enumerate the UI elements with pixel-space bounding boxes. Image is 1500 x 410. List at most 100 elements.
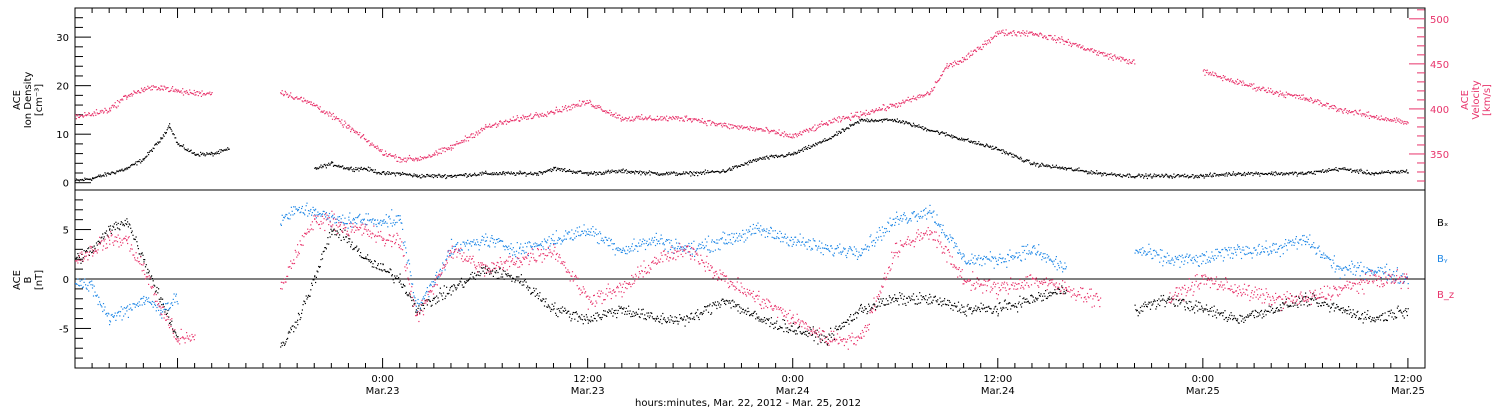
data-point — [573, 171, 575, 174]
data-point — [205, 93, 207, 96]
data-point — [1358, 317, 1360, 319]
data-point — [313, 279, 315, 281]
data-point — [431, 155, 433, 157]
data-point — [517, 117, 519, 119]
data-point — [777, 328, 779, 330]
data-point — [936, 301, 938, 303]
data-point — [996, 31, 998, 33]
data-point — [689, 317, 691, 319]
data-point — [1340, 307, 1342, 310]
data-point — [1109, 56, 1111, 58]
data-point — [1407, 172, 1409, 174]
data-point — [939, 77, 941, 80]
data-point — [200, 151, 202, 153]
data-point — [1283, 172, 1285, 174]
data-point — [368, 260, 370, 262]
data-point — [826, 139, 829, 141]
data-point — [875, 120, 877, 122]
data-point — [585, 314, 587, 316]
data-point — [1060, 292, 1062, 294]
data-point — [930, 296, 932, 298]
data-point — [858, 309, 860, 311]
data-point — [631, 170, 633, 172]
data-point — [166, 312, 168, 314]
data-point — [568, 109, 571, 111]
data-point — [340, 239, 342, 241]
data-point — [693, 316, 695, 318]
data-point — [934, 81, 936, 83]
data-point — [177, 336, 179, 338]
data-point — [1117, 174, 1119, 176]
data-point — [817, 343, 819, 345]
data-point — [1236, 320, 1238, 322]
data-point — [403, 285, 405, 287]
data-point — [662, 173, 665, 175]
data-point — [890, 103, 892, 105]
data-point — [1056, 293, 1058, 295]
data-point — [888, 107, 890, 109]
data-point — [143, 158, 145, 160]
data-point — [228, 148, 230, 150]
data-point — [864, 119, 866, 121]
data-point — [1091, 173, 1093, 175]
data-point — [905, 304, 907, 306]
data-point — [934, 295, 936, 297]
data-point — [290, 329, 292, 331]
data-point — [670, 117, 672, 119]
data-point — [1354, 169, 1356, 171]
data-point — [1020, 306, 1023, 308]
data-point — [728, 123, 730, 125]
data-point — [543, 171, 545, 173]
data-point — [1257, 315, 1259, 317]
data-point — [137, 248, 139, 250]
data-point — [1008, 152, 1010, 155]
data-point — [958, 137, 960, 140]
data-point — [419, 156, 421, 158]
data-point — [846, 117, 849, 119]
y2-tick-label: 500 — [1430, 15, 1449, 26]
data-point — [434, 296, 436, 298]
data-point — [960, 312, 962, 314]
data-point — [744, 310, 746, 312]
data-point — [683, 120, 685, 122]
data-point — [1293, 94, 1295, 96]
data-point — [1173, 303, 1175, 305]
data-point — [297, 98, 299, 100]
data-point — [298, 314, 300, 316]
data-point — [599, 317, 601, 319]
data-point — [982, 308, 984, 310]
data-point — [287, 93, 289, 95]
data-point — [542, 115, 544, 117]
data-point — [729, 302, 731, 304]
data-point — [796, 136, 798, 138]
data-point — [321, 165, 324, 167]
data-point — [586, 100, 588, 102]
data-point — [1051, 292, 1053, 294]
data-point — [1038, 165, 1041, 167]
data-point — [1016, 306, 1018, 308]
data-point — [664, 117, 666, 119]
data-point — [412, 159, 414, 161]
data-point — [825, 122, 827, 124]
data-point — [896, 121, 898, 123]
data-point — [1215, 317, 1218, 319]
data-point — [195, 154, 197, 156]
data-point — [1052, 164, 1054, 166]
data-point — [1316, 170, 1318, 173]
data-point — [771, 323, 773, 325]
data-point — [1168, 177, 1170, 179]
data-point — [1025, 301, 1027, 303]
data-point — [75, 258, 77, 260]
data-point — [1031, 31, 1033, 33]
data-point — [1270, 173, 1273, 175]
data-point — [659, 318, 662, 321]
data-point — [631, 313, 633, 315]
data-point — [1068, 167, 1070, 169]
data-point — [740, 126, 742, 128]
data-point — [1260, 88, 1263, 90]
data-point — [285, 92, 287, 94]
data-point — [103, 309, 105, 311]
data-point — [821, 120, 823, 122]
data-point — [133, 90, 135, 92]
data-point — [900, 121, 902, 123]
